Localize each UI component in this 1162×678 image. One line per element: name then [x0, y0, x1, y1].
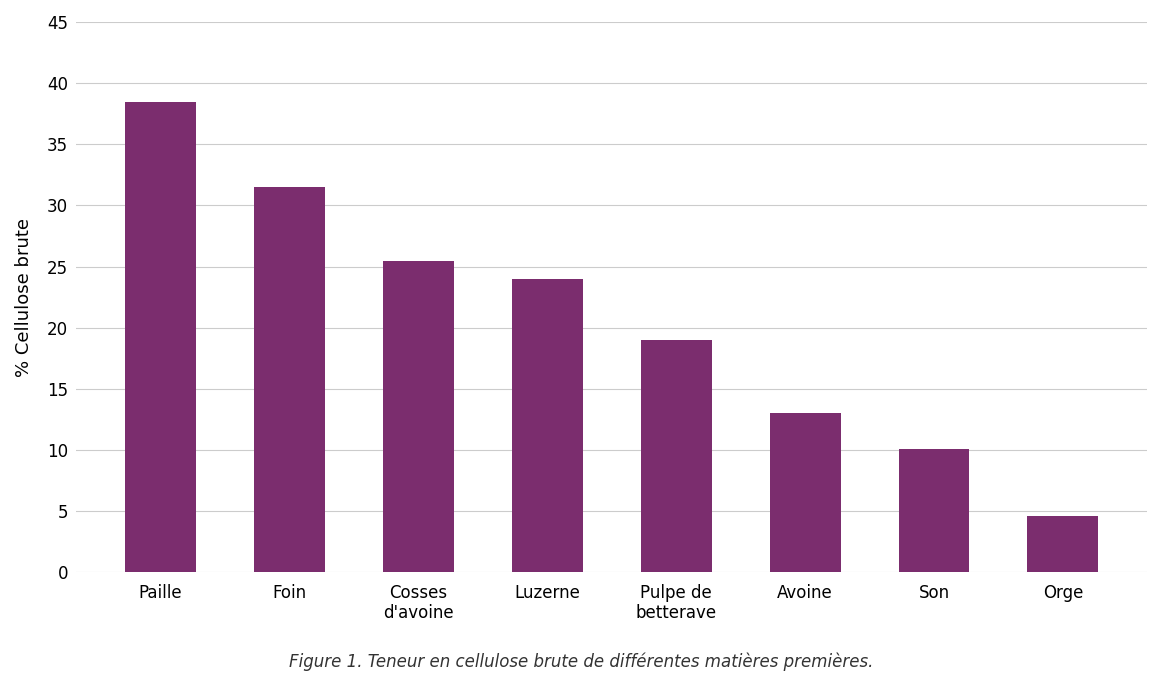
Text: Figure 1. Teneur en cellulose brute de différentes matières premières.: Figure 1. Teneur en cellulose brute de d…	[289, 653, 873, 671]
Bar	[382, 260, 453, 572]
Bar	[511, 279, 582, 572]
Bar	[640, 340, 711, 572]
Bar	[1027, 516, 1098, 572]
Bar	[125, 102, 196, 572]
Bar	[898, 449, 969, 572]
Bar	[254, 187, 325, 572]
Y-axis label: % Cellulose brute: % Cellulose brute	[15, 218, 33, 377]
Bar	[769, 414, 840, 572]
